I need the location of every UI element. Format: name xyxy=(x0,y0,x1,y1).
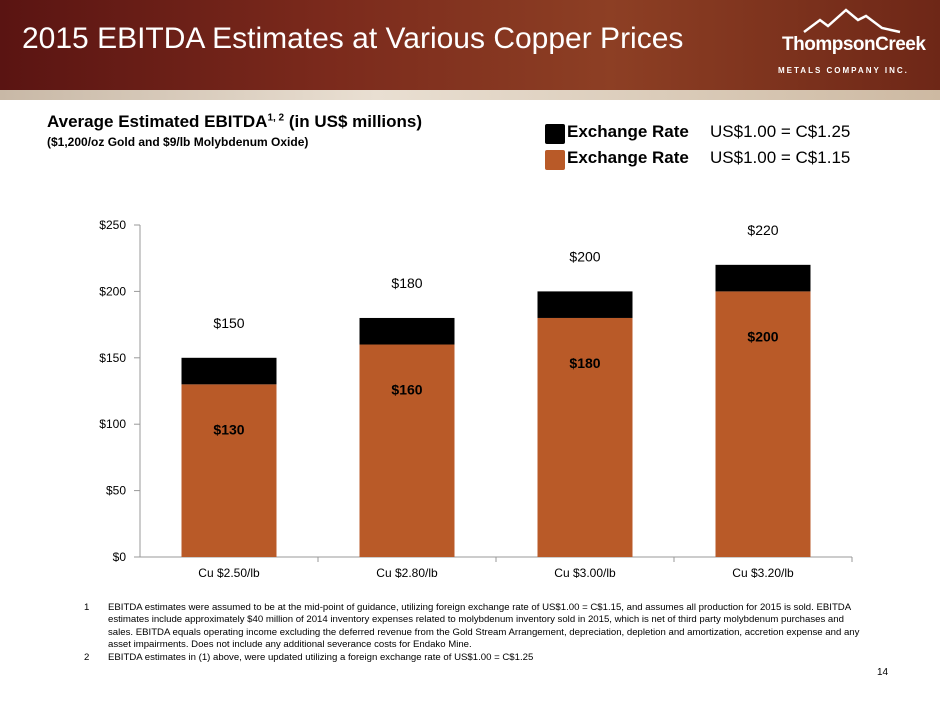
logo-subtitle: METALS COMPANY INC. xyxy=(778,66,909,75)
y-tick-label: $250 xyxy=(99,218,126,232)
bar-value-label: $160 xyxy=(391,382,422,398)
x-tick-label: Cu $3.20/lb xyxy=(732,566,794,580)
subtitle-units: (in US$ millions) xyxy=(288,112,423,131)
logo-name: ThompsonCreek xyxy=(782,34,926,55)
legend-label: Exchange Rate xyxy=(567,148,689,167)
bar-total-label: $220 xyxy=(747,222,778,238)
header-strip xyxy=(0,90,940,100)
legend-swatch-black xyxy=(545,124,565,144)
bar-total-label: $150 xyxy=(213,315,244,331)
page-number: 14 xyxy=(877,667,889,678)
bar-base xyxy=(181,384,277,557)
subtitle-superscript: 1, 2 xyxy=(267,112,285,124)
bar-base xyxy=(537,317,633,557)
footnote-number: 2 xyxy=(84,651,90,663)
y-tick-label: $200 xyxy=(99,284,126,298)
bar-value-label: $180 xyxy=(569,355,600,371)
legend-label: Exchange Rate xyxy=(567,122,689,141)
chart-subtitle: Average Estimated EBITDA1, 2 (in US$ mil… xyxy=(47,112,422,132)
footnote-text: EBITDA estimates in (1) above, were upda… xyxy=(108,651,534,663)
legend-value: US$1.00 = C$1.15 xyxy=(710,148,851,167)
bar-increment xyxy=(537,291,633,318)
bar-increment xyxy=(359,317,455,345)
y-tick-label: $50 xyxy=(106,484,126,498)
footnote-number: 1 xyxy=(84,602,90,613)
bar-base xyxy=(715,291,811,557)
bar-total-label: $180 xyxy=(391,275,422,291)
page-title: 2015 EBITDA Estimates at Various Copper … xyxy=(22,22,684,55)
footnote-text: EBITDA estimates were assumed to be at t… xyxy=(108,602,860,651)
bar-value-label: $130 xyxy=(213,421,244,437)
ebitda-bar-chart: $0 $50 $100 $150 $200 $250 $130 $150 Cu $2.50/lb… xyxy=(99,218,853,580)
bar-value-label: $200 xyxy=(747,328,778,344)
footnote-1: 1 EBITDA estimates were assumed to be at… xyxy=(84,602,864,652)
header-banner xyxy=(0,0,940,90)
footnotes: 1 EBITDA estimates were assumed to be at… xyxy=(84,602,864,664)
subtitle-main: Average Estimated EBITDA xyxy=(47,112,268,131)
legend-swatch-orange xyxy=(545,150,565,170)
x-tick-label: Cu $2.50/lb xyxy=(198,566,260,580)
bar-increment xyxy=(715,264,811,292)
bar-base xyxy=(359,344,455,557)
y-tick-label: $0 xyxy=(113,550,127,564)
footnote-2: 2 EBITDA estimates in (1) above, were up… xyxy=(84,652,864,664)
y-tick-label: $150 xyxy=(99,351,126,365)
legend-value: US$1.00 = C$1.25 xyxy=(710,122,851,141)
x-tick-label: Cu $2.80/lb xyxy=(376,566,438,580)
bar-total-label: $200 xyxy=(569,248,600,264)
company-logo: ThompsonCreek METALS COMPANY INC. xyxy=(770,6,930,84)
x-tick-label: Cu $3.00/lb xyxy=(554,566,616,580)
y-tick-label: $100 xyxy=(99,417,126,431)
mountain-logo-icon xyxy=(803,8,901,34)
chart-assumptions: ($1,200/oz Gold and $9/lb Molybdenum Oxi… xyxy=(47,135,309,149)
bar-increment xyxy=(181,357,277,385)
